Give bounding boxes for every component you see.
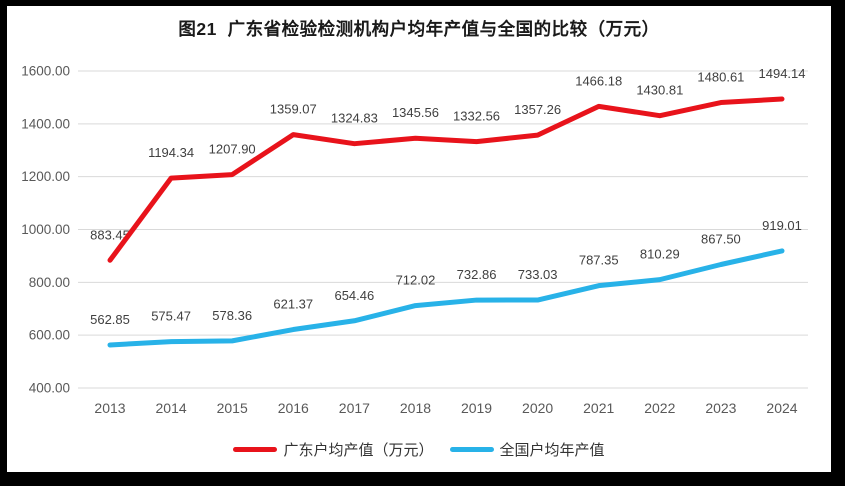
data-label-national: 787.35 — [579, 253, 619, 268]
x-tick-label: 2024 — [766, 400, 797, 416]
chart-page: 图21 广东省检验检测机构户均年产值与全国的比较（万元） 400.00 600.0… — [7, 6, 831, 472]
data-label-national: 732.86 — [457, 267, 497, 282]
data-label-national: 712.02 — [396, 273, 436, 288]
chart-legend: 广东户均产值（万元） 全国户均年产值 — [7, 436, 831, 462]
data-label-guangdong: 1324.83 — [331, 111, 378, 126]
data-label-national: 867.50 — [701, 232, 741, 247]
line-chart-plot: 400.00 600.00 800.00 1000.00 1200.00 1400.00 1… — [21, 64, 808, 416]
x-tick-label: 2015 — [217, 400, 248, 416]
data-label-guangdong: 1430.81 — [636, 83, 683, 98]
legend-label-guangdong: 广东户均产值（万元） — [283, 441, 434, 459]
y-tick-label: 1000.00 — [21, 222, 70, 237]
y-tick-label: 400.00 — [29, 381, 70, 396]
x-tick-label: 2020 — [522, 400, 553, 416]
series-line-guangdong — [107, 96, 785, 263]
x-tick-label: 2017 — [339, 400, 370, 416]
data-label-national: 810.29 — [640, 247, 680, 262]
data-label-national: 621.37 — [273, 297, 313, 312]
y-tick-label: 800.00 — [29, 275, 70, 290]
x-tick-label: 2021 — [583, 400, 614, 416]
x-tick-label: 2023 — [705, 400, 736, 416]
data-label-guangdong: 1357.26 — [514, 102, 561, 117]
data-label-guangdong: 1332.56 — [453, 109, 500, 124]
series-line-national — [107, 248, 785, 348]
y-tick-label: 600.00 — [29, 328, 70, 343]
data-label-guangdong: 1359.07 — [270, 102, 317, 117]
data-label-guangdong: 883.45 — [90, 227, 130, 242]
x-tick-label: 2014 — [156, 400, 187, 416]
data-label-guangdong: 1207.90 — [209, 142, 256, 157]
x-tick-label: 2016 — [278, 400, 309, 416]
x-tick-label: 2022 — [644, 400, 675, 416]
data-label-guangdong: 1194.34 — [148, 145, 194, 160]
y-tick-label: 1200.00 — [21, 169, 70, 184]
data-label-national: 578.36 — [212, 308, 252, 323]
chart-title: 图21 广东省检验检测机构户均年产值与全国的比较（万元） — [178, 19, 660, 39]
data-label-guangdong: 1466.18 — [575, 73, 622, 88]
y-tick-label: 1600.00 — [21, 64, 70, 79]
legend-item-guangdong: 广东户均产值（万元） — [233, 439, 434, 460]
data-label-national: 575.47 — [151, 309, 191, 324]
data-label-guangdong: 1480.61 — [697, 70, 744, 85]
x-tick-label: 2013 — [94, 400, 125, 416]
x-tick-label: 2019 — [461, 400, 492, 416]
y-tick-label: 1400.00 — [21, 116, 70, 131]
legend-line-blue-icon — [449, 446, 494, 452]
x-tick-label: 2018 — [400, 400, 431, 416]
data-label-national: 919.01 — [762, 218, 802, 233]
data-label-guangdong: 1494.14 — [759, 66, 806, 81]
data-label-national: 733.03 — [518, 267, 558, 282]
legend-label-national: 全国户均年产值 — [499, 441, 605, 459]
data-label-guangdong: 1345.56 — [392, 105, 439, 120]
legend-line-red-icon — [233, 446, 278, 452]
data-label-national: 562.85 — [90, 312, 130, 327]
data-label-national: 654.46 — [334, 288, 374, 303]
legend-item-national: 全国户均年产值 — [449, 439, 605, 460]
